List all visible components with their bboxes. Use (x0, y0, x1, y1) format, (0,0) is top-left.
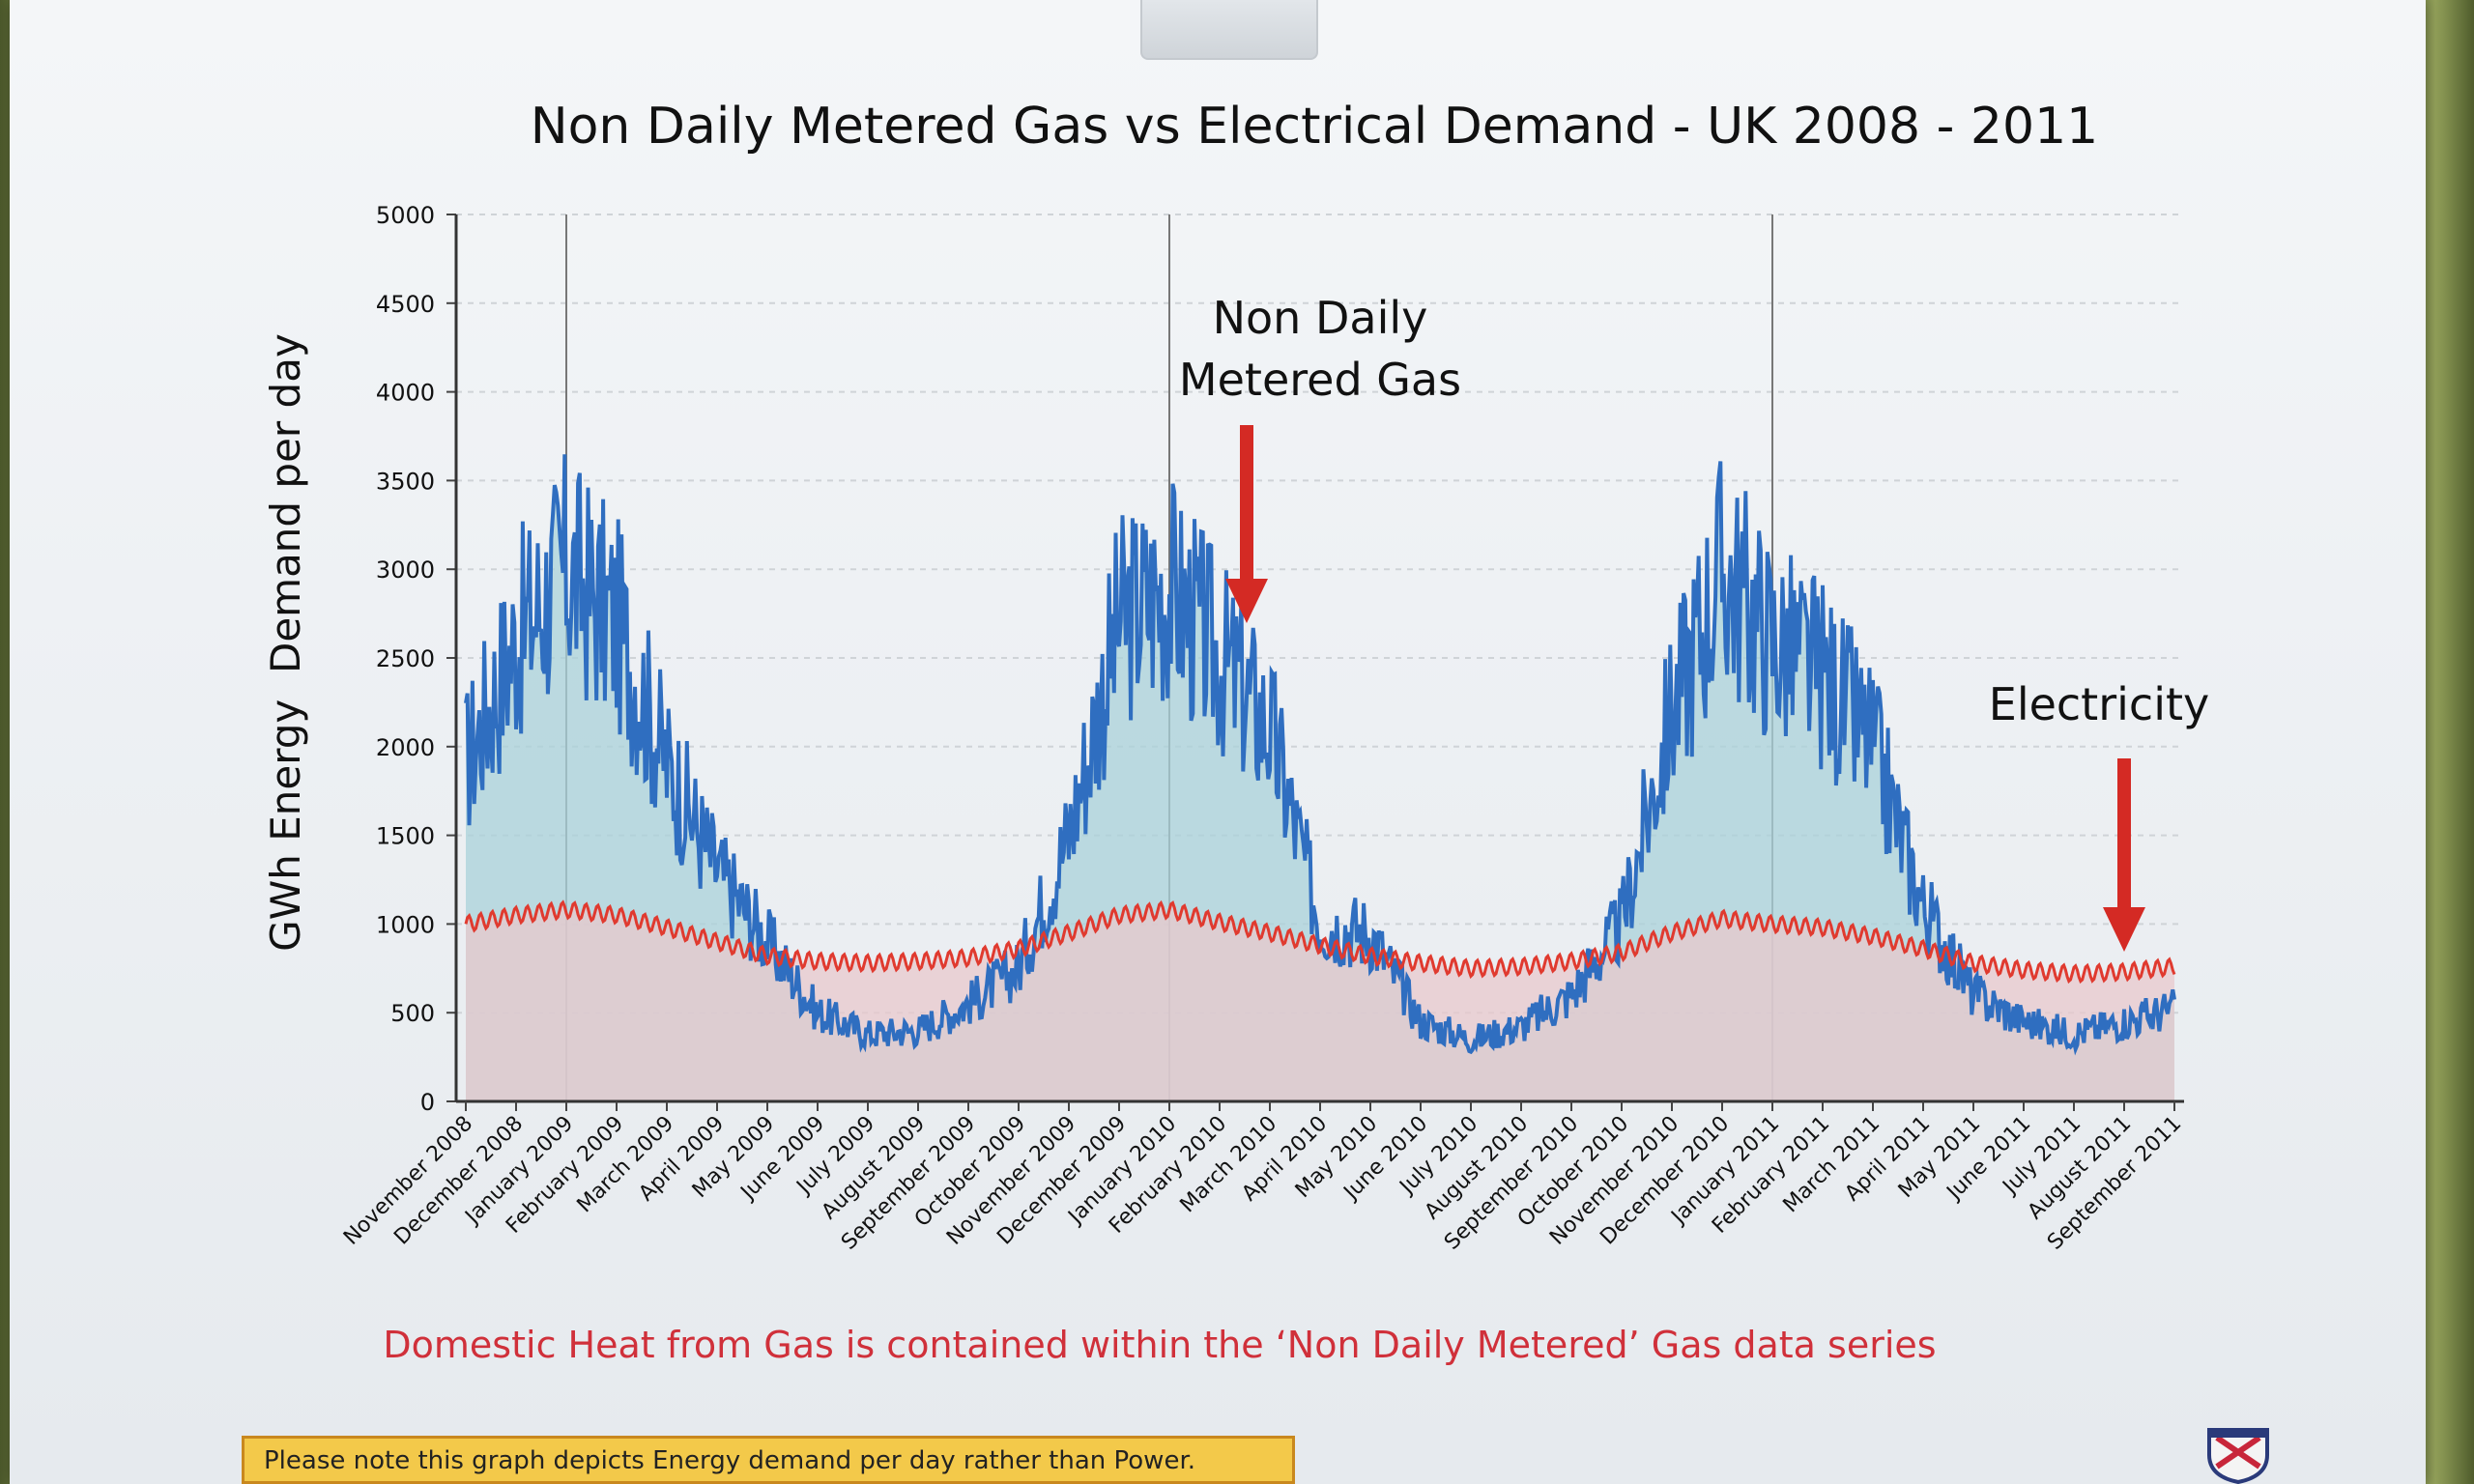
annotations: Non Daily Metered Gas Electricity (1179, 292, 2209, 952)
y-tick-label: 5000 (376, 202, 435, 229)
annotation-label-line: Electricity (1989, 678, 2210, 730)
electricity-series-area (466, 902, 2174, 1101)
poster-clip (1140, 0, 1318, 60)
y-tick-label: 0 (420, 1089, 435, 1116)
y-tick-label: 2000 (376, 734, 435, 761)
annotation-label-line: Non Daily (1213, 292, 1428, 344)
annotation-arrow-head (1225, 579, 1268, 623)
footnote: Domestic Heat from Gas is contained with… (383, 1324, 1937, 1366)
y-axis-label: GWh Energy Demand per day (262, 333, 309, 952)
y-tick-label: 1000 (376, 911, 435, 938)
y-tick-label: 2500 (376, 645, 435, 672)
chart-title: Non Daily Metered Gas vs Electrical Dema… (531, 98, 2099, 156)
university-crest-logo (2207, 1428, 2269, 1484)
annotation-label: Electricity (1989, 678, 2210, 730)
poster: 0 500 1000 1500 2000 2500 3000 3500 4000 4500 5000… (10, 0, 2426, 1484)
y-tick-label: 500 (390, 1000, 435, 1027)
y-tick-label: 4000 (376, 380, 435, 407)
chart: 0 500 1000 1500 2000 2500 3000 3500 4000 4500 5000… (262, 98, 2209, 1255)
y-tick-label: 1500 (376, 823, 435, 850)
series-areas (466, 454, 2174, 1101)
annotation-arrow-head (2103, 907, 2145, 952)
series-lines (464, 454, 2176, 1056)
annotation-label-line: Metered Gas (1179, 354, 1461, 406)
gas-series-line (464, 454, 2176, 1056)
electricity-series-line (464, 899, 2176, 985)
note-box: Please note this graph depicts Energy de… (242, 1436, 1295, 1484)
y-tick-label: 4500 (376, 291, 435, 318)
y-tick-label: 3500 (376, 468, 435, 495)
annotation-label: Non Daily Metered Gas (1179, 292, 1461, 406)
axes (446, 214, 2184, 1111)
y-tick-label: 3000 (376, 556, 435, 584)
